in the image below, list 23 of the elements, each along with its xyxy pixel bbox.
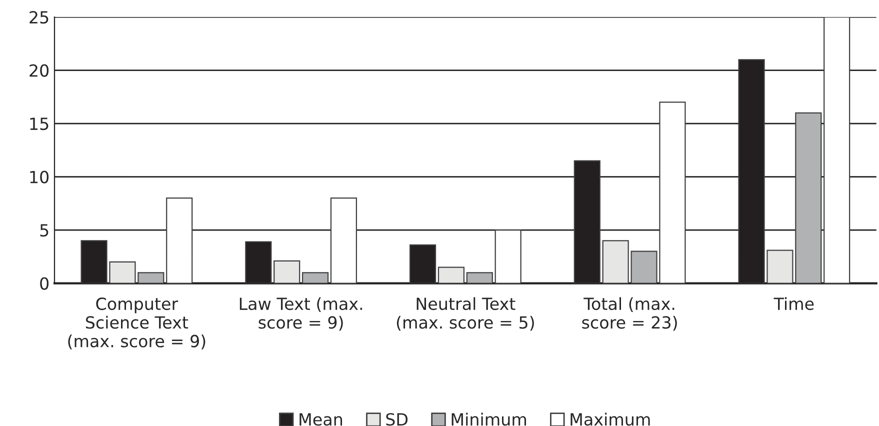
y-tick-label: 0: [40, 277, 49, 290]
x-tick-label: Total (max. score = 23): [582, 297, 677, 331]
bar: [166, 198, 193, 284]
bar: [824, 17, 850, 284]
y-tick-label: 20: [30, 64, 49, 77]
x-tick-label: Law Text (max. score = 9): [240, 297, 362, 331]
legend-label: Minimum: [452, 412, 526, 426]
y-tick-label: 25: [30, 11, 48, 24]
y-tick-label: 15: [30, 118, 48, 130]
legend-label: Maximum: [570, 412, 650, 426]
legend-label: SD: [386, 413, 408, 426]
bar: [330, 198, 358, 284]
legend-label: Mean: [300, 413, 342, 426]
bar: [274, 260, 300, 284]
y-tick-label: 10: [30, 170, 49, 184]
x-tick-label: Time: [774, 297, 814, 310]
bar: [494, 229, 522, 284]
bar: [466, 272, 493, 284]
bar: [302, 272, 329, 284]
bar: [438, 266, 465, 284]
x-tick-label: Computer Science Text (max. score = 9): [68, 297, 206, 350]
y-tick-label: 5: [40, 224, 48, 237]
x-tick-label: Neutral Text (max. score = 5): [396, 297, 534, 331]
